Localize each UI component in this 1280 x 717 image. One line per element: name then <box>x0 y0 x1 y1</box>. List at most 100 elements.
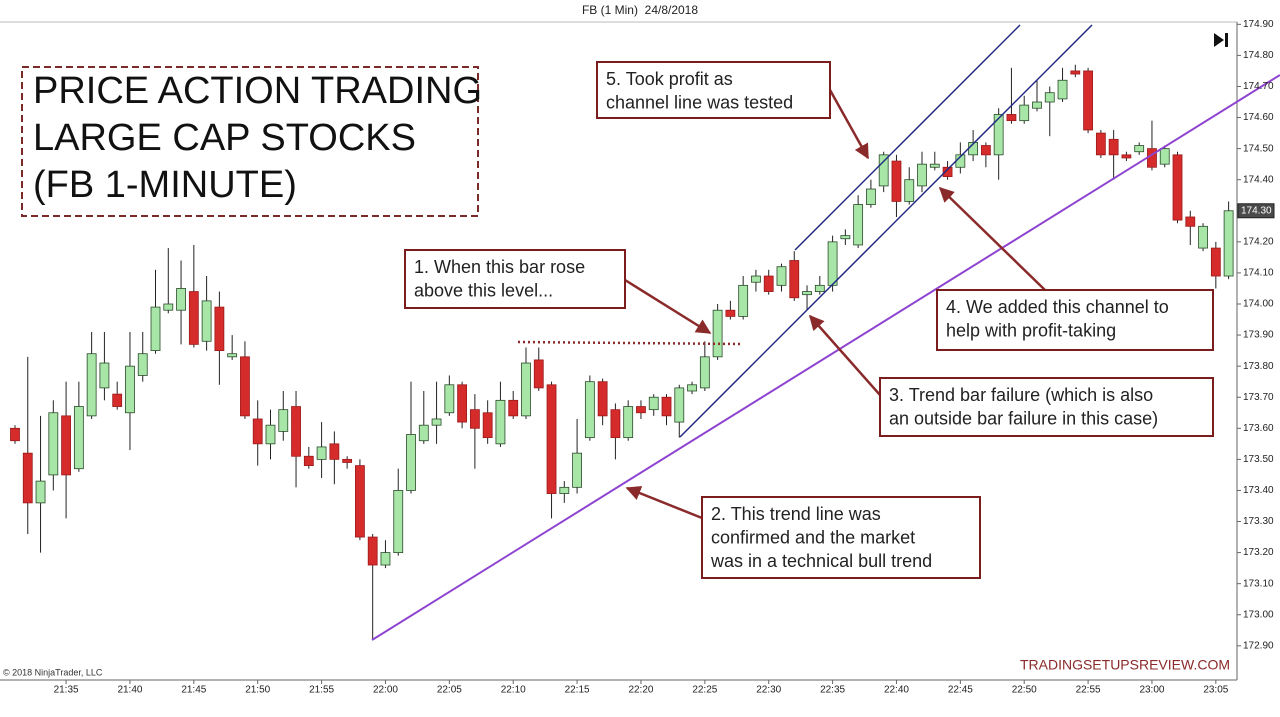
trend-line <box>371 74 1280 641</box>
candle-body <box>278 409 289 432</box>
copyright: © 2018 NinjaTrader, LLC <box>3 667 103 677</box>
candle-body <box>1095 132 1106 156</box>
candle-body <box>1223 210 1234 277</box>
candle-body <box>418 424 429 442</box>
candle-body <box>1134 145 1145 153</box>
x-tick-label: 22:55 <box>1076 685 1101 696</box>
annotation-arrow <box>938 186 1046 291</box>
candle-body <box>533 359 544 389</box>
candle-body <box>904 179 915 202</box>
annotation-text: confirmed and the market <box>711 527 915 547</box>
heading-line: (FB 1-MINUTE) <box>33 164 297 206</box>
candle-body <box>1006 114 1017 122</box>
candle-body <box>725 309 736 317</box>
candle-body <box>112 393 123 407</box>
candle-body <box>316 446 327 460</box>
y-tick-label: 174.10 <box>1243 268 1274 279</box>
last-price-label: 174.30 <box>1241 205 1272 216</box>
candle-body <box>1019 104 1030 122</box>
annotation-arrow <box>828 89 870 160</box>
x-tick-label: 23:00 <box>1139 685 1164 696</box>
candle-body <box>929 163 940 168</box>
candle-body <box>878 154 889 187</box>
candle-body <box>674 387 685 423</box>
annotation-box <box>701 496 981 579</box>
candle-body <box>1172 154 1183 221</box>
candle-body <box>508 399 519 417</box>
scroll-end-icon[interactable] <box>1214 33 1224 47</box>
x-tick-label: 22:25 <box>692 685 717 696</box>
y-tick-label: 174.80 <box>1243 50 1274 61</box>
candle-body <box>853 204 864 246</box>
y-tick-label: 174.20 <box>1243 236 1274 247</box>
y-tick-label: 174.00 <box>1243 299 1274 310</box>
candle-body <box>648 396 659 411</box>
candle-body <box>687 384 697 392</box>
candle-body <box>406 434 416 491</box>
annotation-box <box>936 289 1214 351</box>
y-tick-label: 173.50 <box>1243 454 1274 465</box>
y-tick-label: 173.80 <box>1243 361 1274 372</box>
annotation-text: was in a technical bull trend <box>710 551 932 571</box>
candle-body <box>610 409 621 439</box>
x-tick-label: 22:20 <box>628 685 653 696</box>
candle-body <box>1198 225 1208 249</box>
candle-body <box>776 266 787 286</box>
candle-body <box>495 399 506 445</box>
candle-body <box>572 452 582 488</box>
y-tick-label: 174.40 <box>1243 174 1274 185</box>
candle-body <box>150 306 161 352</box>
annotation-arrow <box>624 278 712 335</box>
candle-body <box>380 552 391 566</box>
candle-body <box>86 353 97 417</box>
candle-body <box>623 406 634 439</box>
y-tick-label: 174.50 <box>1243 143 1274 154</box>
y-tick-label: 174.70 <box>1243 81 1274 92</box>
candle-body <box>265 424 276 445</box>
watermark: TRADINGSETUPSREVIEW.COM <box>1020 657 1230 673</box>
y-tick-label: 174.90 <box>1243 19 1274 30</box>
candle-body <box>789 260 800 299</box>
x-tick-label: 22:00 <box>373 685 398 696</box>
y-tick-label: 174.60 <box>1243 112 1274 123</box>
annotation-text: 1. When this bar rose <box>414 257 585 277</box>
channel-upper <box>794 24 1021 251</box>
candle-body <box>137 353 148 376</box>
candle-body <box>252 418 263 445</box>
heading-box <box>21 66 479 217</box>
last-price-tag <box>1237 203 1275 219</box>
candle-body <box>993 114 1004 156</box>
heading-line: PRICE ACTION TRADING <box>33 70 482 112</box>
candle-body <box>712 309 723 358</box>
candle-body <box>367 536 378 566</box>
candle-body <box>227 353 238 358</box>
candle-body <box>188 291 199 345</box>
y-tick-label: 173.90 <box>1243 330 1274 341</box>
candle-body <box>751 275 761 283</box>
candle-body <box>521 362 531 417</box>
annotation-box <box>879 377 1214 437</box>
y-tick-label: 173.30 <box>1243 516 1274 527</box>
annotation-text: 3. Trend bar failure (which is also <box>889 385 1153 405</box>
annotation-text: 5. Took profit as <box>606 69 733 89</box>
candle-body <box>917 163 927 187</box>
candle-body <box>48 412 59 476</box>
candle-body <box>291 406 301 457</box>
candle-body <box>1159 148 1170 165</box>
candle-body <box>22 452 33 504</box>
candle-body <box>1185 216 1196 227</box>
candle-body <box>891 160 902 202</box>
annotation-arrow <box>809 314 881 396</box>
candle-body <box>763 275 774 292</box>
candle-body <box>1083 70 1093 131</box>
candle-body <box>61 415 71 476</box>
x-tick-label: 22:50 <box>1012 685 1037 696</box>
y-tick-label: 173.10 <box>1243 578 1274 589</box>
annotation-box <box>596 61 831 119</box>
candle-body <box>240 356 250 417</box>
resistance-level <box>517 340 741 346</box>
annotation-arrow <box>625 486 703 520</box>
y-tick-label: 173.00 <box>1243 609 1274 620</box>
